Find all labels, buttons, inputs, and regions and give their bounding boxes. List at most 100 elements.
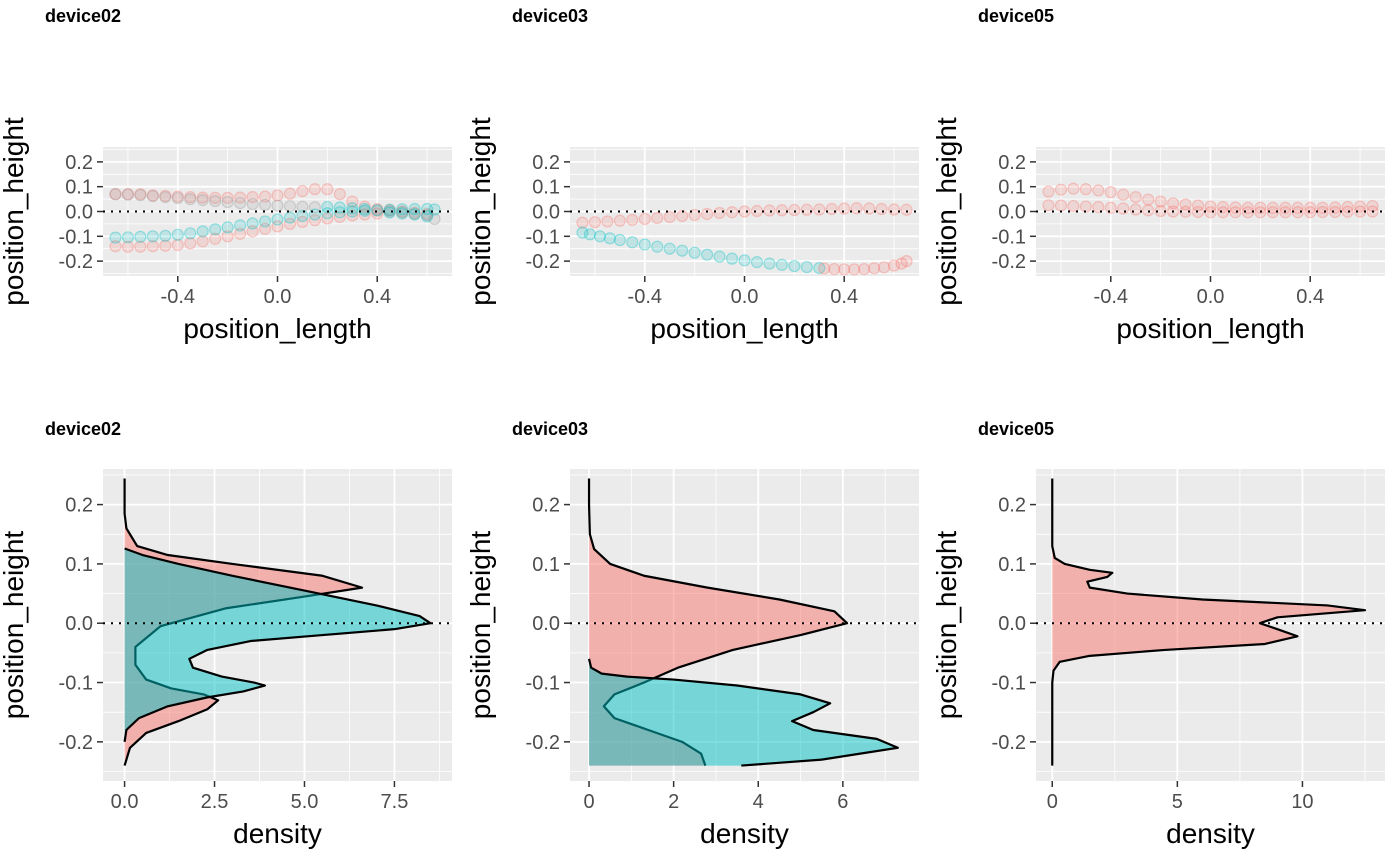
scatter-point bbox=[383, 206, 396, 219]
scatter-point bbox=[196, 225, 209, 238]
scatter-point bbox=[900, 203, 913, 216]
scatter-point bbox=[593, 230, 607, 243]
scatter-point bbox=[900, 255, 913, 268]
scatter-point bbox=[1142, 204, 1155, 217]
scatter-point bbox=[800, 203, 813, 216]
scatter-point bbox=[1054, 199, 1068, 212]
scatter-point bbox=[1104, 201, 1117, 214]
scatter-point bbox=[371, 204, 384, 217]
scatter-point bbox=[1341, 200, 1354, 214]
scatter-point bbox=[1092, 200, 1105, 214]
scatter-point bbox=[196, 191, 209, 204]
scatter-point bbox=[701, 248, 714, 261]
y-tick-label: -0.2 bbox=[992, 251, 1026, 273]
y-tick-label: -0.2 bbox=[526, 732, 560, 754]
x-tick-label: -0.4 bbox=[161, 286, 195, 308]
scatter-point bbox=[346, 202, 359, 215]
x-tick-label: -0.4 bbox=[1094, 286, 1128, 308]
scatter-point bbox=[1067, 199, 1080, 213]
scatter-point bbox=[848, 263, 861, 276]
scatter-point bbox=[1117, 188, 1130, 201]
scatter-point bbox=[321, 207, 334, 220]
scatter-point bbox=[1191, 199, 1205, 212]
scatter-point bbox=[1204, 200, 1217, 213]
y-tick-label: 0.0 bbox=[998, 613, 1026, 635]
scatter-point bbox=[603, 232, 616, 245]
panel-title: device02 bbox=[45, 419, 121, 439]
scatter-point bbox=[146, 190, 159, 203]
y-tick-label: 0.2 bbox=[998, 152, 1026, 174]
scatter-point bbox=[1054, 183, 1068, 196]
x-tick-label: 0.0 bbox=[1197, 286, 1225, 308]
scatter-point bbox=[576, 216, 589, 229]
x-axis-title: position_length bbox=[650, 313, 838, 344]
scatter-point bbox=[408, 207, 421, 221]
scatter-point bbox=[877, 261, 891, 274]
scatter-point bbox=[676, 244, 689, 257]
x-tick-label: 0.0 bbox=[731, 286, 759, 308]
scatter-point bbox=[713, 250, 726, 263]
scatter-point bbox=[638, 238, 651, 251]
scatter-point bbox=[196, 193, 209, 207]
scatter-point bbox=[1154, 204, 1167, 218]
y-axis-title: position_height bbox=[0, 117, 29, 306]
scatter-point bbox=[371, 204, 384, 217]
scatter-point bbox=[887, 203, 901, 216]
y-tick-label: -0.1 bbox=[59, 673, 93, 695]
scatter-point bbox=[209, 191, 222, 204]
scatter-point bbox=[1229, 206, 1242, 219]
scatter-point bbox=[383, 204, 396, 217]
scatter-point bbox=[296, 215, 309, 229]
scatter-point bbox=[788, 203, 801, 217]
y-tick-label: 0.1 bbox=[532, 177, 560, 199]
scatter-point bbox=[321, 183, 334, 196]
scatter-point bbox=[663, 242, 676, 255]
scatter-point bbox=[134, 230, 147, 243]
scatter-point bbox=[825, 202, 838, 216]
panel-title: device03 bbox=[512, 6, 588, 26]
scatter-point bbox=[818, 262, 831, 275]
x-axis-title: density bbox=[1166, 818, 1255, 849]
chart-panel-3: 0.0 2.5 5.0 7.5 -0.2 -0.1 0.0 0.1 0.2 density posi… bbox=[0, 419, 452, 849]
scatter-point bbox=[408, 206, 421, 219]
scatter-point bbox=[763, 257, 776, 270]
scatter-point bbox=[134, 189, 147, 202]
y-axis-title: position_height bbox=[931, 531, 962, 720]
y-tick-label: 0.2 bbox=[532, 495, 560, 517]
scatter-point bbox=[109, 188, 122, 201]
scatter-point bbox=[701, 207, 714, 221]
scatter-point bbox=[171, 192, 184, 205]
scatter-point bbox=[271, 189, 284, 202]
scatter-point bbox=[838, 263, 851, 276]
x-axis-title: density bbox=[700, 818, 789, 849]
y-tick-label: 0.1 bbox=[998, 177, 1026, 199]
scatter-point bbox=[121, 240, 135, 253]
scatter-point bbox=[1229, 201, 1242, 214]
y-tick-label: -0.1 bbox=[992, 673, 1026, 695]
scatter-point bbox=[838, 202, 851, 215]
y-tick-label: 0.2 bbox=[998, 495, 1026, 517]
x-tick-label: 0 bbox=[583, 791, 594, 813]
y-tick-label: 0.0 bbox=[532, 613, 560, 635]
scatter-point bbox=[308, 214, 321, 227]
scatter-point bbox=[1316, 205, 1329, 219]
scatter-point bbox=[858, 262, 871, 276]
scatter-point bbox=[1154, 195, 1167, 208]
scatter-point bbox=[333, 210, 346, 224]
scatter-point bbox=[775, 204, 788, 217]
scatter-point bbox=[408, 208, 421, 221]
chart-panel-5: 0 5 10 -0.2 -0.1 0.0 0.1 0.2 density position_hei… bbox=[931, 419, 1385, 849]
scatter-point bbox=[109, 231, 122, 244]
x-tick-label: 5.0 bbox=[291, 791, 319, 813]
y-tick-label: -0.2 bbox=[59, 251, 93, 273]
scatter-point bbox=[308, 201, 321, 214]
chart-panel-2: -0.4 0.0 0.4-0.2-0.10.00.10.2position_leng… bbox=[931, 6, 1385, 344]
scatter-point bbox=[234, 227, 247, 240]
scatter-point bbox=[800, 260, 813, 274]
scatter-point bbox=[321, 200, 334, 214]
scatter-point bbox=[221, 221, 234, 234]
scatter-point bbox=[258, 190, 272, 203]
scatter-point bbox=[613, 233, 626, 247]
scatter-point bbox=[725, 252, 739, 265]
scatter-point bbox=[383, 203, 396, 216]
